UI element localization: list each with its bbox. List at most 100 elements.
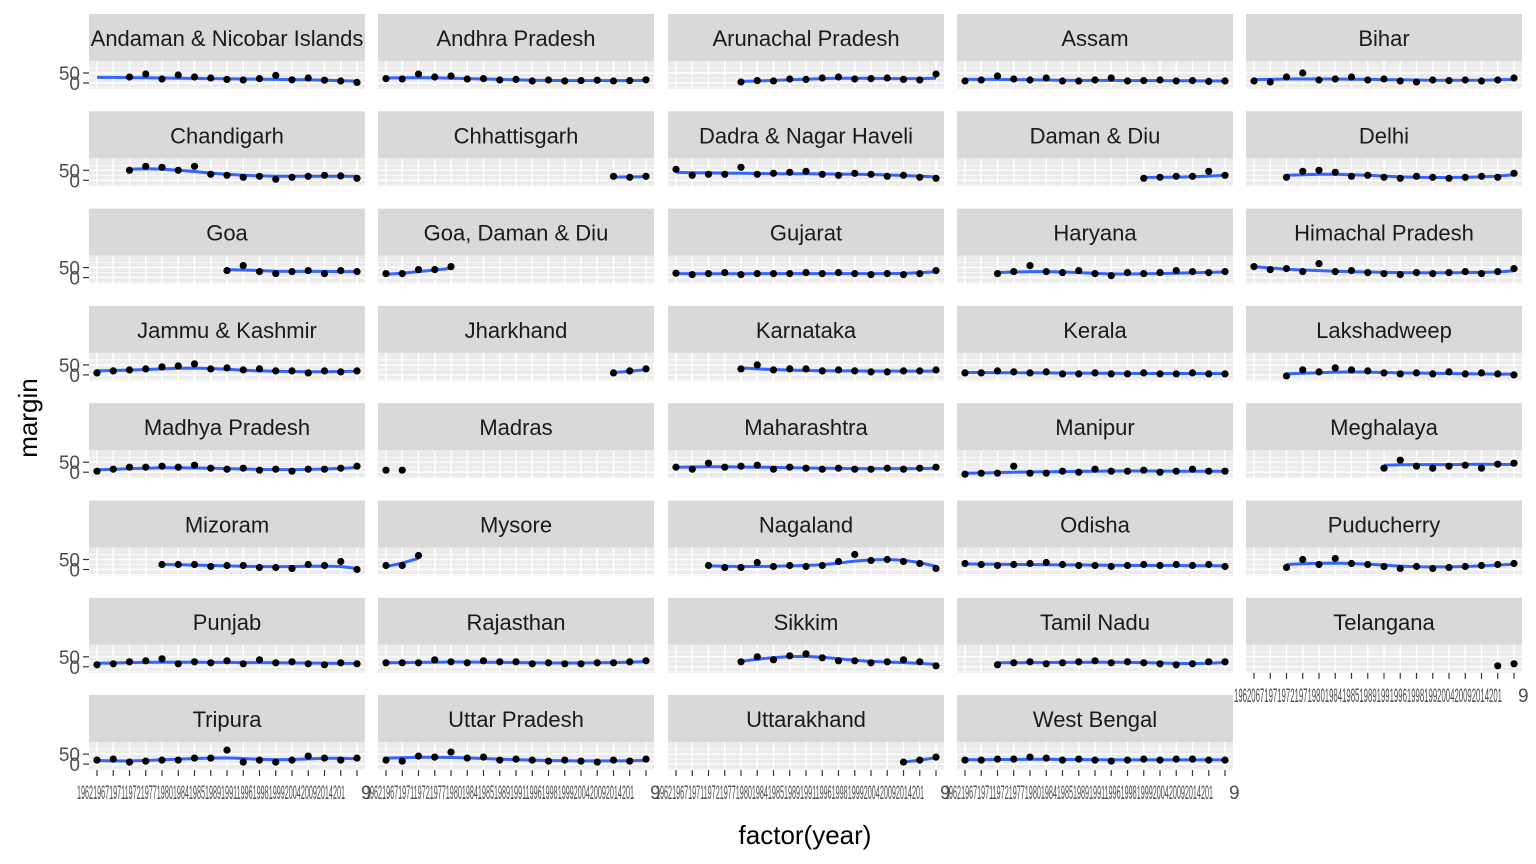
point-dadra-and-nagar-haveli-2004 <box>883 172 891 180</box>
point-puducherry-1984 <box>1347 559 1356 568</box>
point-arunachal-pradesh-1985 <box>786 75 794 83</box>
point-nagaland-1971 <box>704 561 713 570</box>
point-odisha-1991 <box>1107 562 1115 571</box>
point-dadra-and-nagar-haveli-1972 <box>721 170 729 178</box>
point-delhi-2014 <box>1494 173 1502 181</box>
point-meghalaya-1998 <box>1429 464 1437 472</box>
facet-panel-chandigarh: Chandigarh <box>89 111 365 187</box>
point-mizoram-1996 <box>255 563 264 572</box>
point-karnataka-2004 <box>883 368 891 376</box>
point-rajasthan-1984 <box>479 657 488 665</box>
point-goa-2019 <box>353 268 361 276</box>
point-gujarat-2014 <box>916 270 924 278</box>
point-bihar-2009 <box>1477 77 1486 85</box>
point-andaman-and-nicobar-islands-1989 <box>223 75 231 83</box>
point-west-bengal-1977 <box>1026 753 1034 761</box>
strip-label-jammu-and-kashmir: Jammu & Kashmir <box>137 318 317 343</box>
point-haryana-2004 <box>1172 267 1180 275</box>
point-andhra-pradesh-1985 <box>496 76 504 84</box>
point-tripura-2019 <box>353 754 361 762</box>
point-delhi-1980 <box>1331 168 1339 176</box>
point-odisha-2004 <box>1172 560 1180 569</box>
point-delhi-1977 <box>1315 166 1323 174</box>
strip-maharashtra <box>668 403 944 451</box>
point-assam-2004 <box>1172 77 1180 85</box>
point-madhya-pradesh-1980 <box>174 463 182 471</box>
point-mizoram-1977 <box>158 560 166 569</box>
point-jammu-and-kashmir-1985 <box>207 365 215 373</box>
gridlines-jharkhand <box>378 352 654 381</box>
point-punjab-1999 <box>288 658 296 666</box>
point-chandigarh-1984 <box>190 162 199 170</box>
strip-label-andhra-pradesh: Andhra Pradesh <box>437 26 596 51</box>
x-tick-labels-col-2: 1962196719711972197719801984198519891991… <box>366 783 634 804</box>
point-jharkhand-2019 <box>642 365 650 373</box>
facet-panel-lakshadweep: Lakshadweep <box>1246 305 1522 381</box>
point-kerala-1999 <box>1156 370 1164 378</box>
point-dadra-and-nagar-haveli-1962 <box>672 165 680 173</box>
point-assam-1971 <box>993 72 1002 80</box>
point-sikkim-1980 <box>753 653 761 661</box>
point-rajasthan-1977 <box>447 658 455 666</box>
point-mizoram-1999 <box>288 564 296 573</box>
strip-label-uttar-pradesh: Uttar Pradesh <box>448 707 584 732</box>
facet-panel-west-bengal: West Bengal <box>957 695 1233 771</box>
point-gujarat-1996 <box>834 269 843 277</box>
point-telangana-2014 <box>1494 662 1502 670</box>
point-kerala-2014 <box>1205 370 1213 378</box>
point-odisha-1999 <box>1156 561 1164 570</box>
point-maharashtra-2009 <box>899 465 908 473</box>
point-odisha-2009 <box>1188 561 1197 570</box>
point-lakshadweep-1998 <box>1429 370 1437 378</box>
point-mizoram-2019 <box>353 565 361 574</box>
point-sikkim-1998 <box>851 657 859 665</box>
point-karnataka-1998 <box>851 367 859 375</box>
point-madhya-pradesh-1989 <box>223 465 231 473</box>
strip-label-gujarat: Gujarat <box>770 221 842 246</box>
point-chandigarh-2014 <box>337 172 345 180</box>
x-tick-labels-col-3: 1962196719711972197719801984198519891991… <box>656 783 924 804</box>
point-punjab-1998 <box>272 659 280 667</box>
strip-rajasthan <box>378 597 654 645</box>
point-meghalaya-2009 <box>1477 464 1486 472</box>
point-haryana-1998 <box>1140 270 1148 278</box>
point-gujarat-1999 <box>867 271 875 279</box>
strip-label-assam: Assam <box>1061 26 1128 51</box>
y-axis-5: 050 <box>59 453 89 484</box>
facet-panel-madhya-pradesh: Madhya Pradesh <box>89 403 365 479</box>
point-tamil-nadu-1972 <box>1010 659 1018 667</box>
point-assam-2019 <box>1221 77 1229 85</box>
strip-label-dadra-and-nagar-haveli: Dadra & Nagar Haveli <box>699 123 913 148</box>
strip-kerala <box>957 305 1233 353</box>
strip-goa-daman-and-diu <box>378 208 654 256</box>
point-karnataka-1999 <box>867 368 875 376</box>
point-karnataka-1980 <box>753 361 761 369</box>
strip-label-karnataka: Karnataka <box>756 318 857 343</box>
point-andaman-and-nicobar-islands-1971 <box>125 73 134 81</box>
point-andhra-pradesh-1972 <box>431 73 439 81</box>
point-bihar-2019 <box>1510 74 1518 82</box>
point-punjab-2014 <box>337 659 345 667</box>
y-axis-6: 050 <box>59 551 89 582</box>
point-rajasthan-1989 <box>512 658 520 666</box>
strip-delhi <box>1246 111 1522 159</box>
point-bihar-2014 <box>1494 76 1502 84</box>
y-axis-4: 050 <box>59 356 89 387</box>
y-tick-label-0: 0 <box>69 561 80 582</box>
point-tripura-1962 <box>93 756 101 764</box>
strip-label-uttarakhand: Uttarakhand <box>746 707 866 732</box>
facet-panel-mysore: Mysore <box>378 500 654 576</box>
point-chandigarh-1998 <box>272 175 280 183</box>
strip-label-madhya-pradesh: Madhya Pradesh <box>144 415 310 440</box>
facet-panel-tamil-nadu: Tamil Nadu <box>957 597 1233 673</box>
point-jammu-and-kashmir-1989 <box>223 364 231 372</box>
point-manipur-2019 <box>1221 467 1229 475</box>
point-karnataka-1991 <box>818 367 826 375</box>
point-andaman-and-nicobar-islands-2009 <box>320 76 329 84</box>
gridlines-chhattisgarh <box>378 158 654 187</box>
point-nagaland-2019 <box>932 564 940 573</box>
point-arunachal-pradesh-1980 <box>753 77 761 85</box>
point-west-bengal-1971 <box>993 755 1002 763</box>
point-tamil-nadu-1989 <box>1091 657 1099 665</box>
point-rajasthan-2009 <box>609 659 618 667</box>
